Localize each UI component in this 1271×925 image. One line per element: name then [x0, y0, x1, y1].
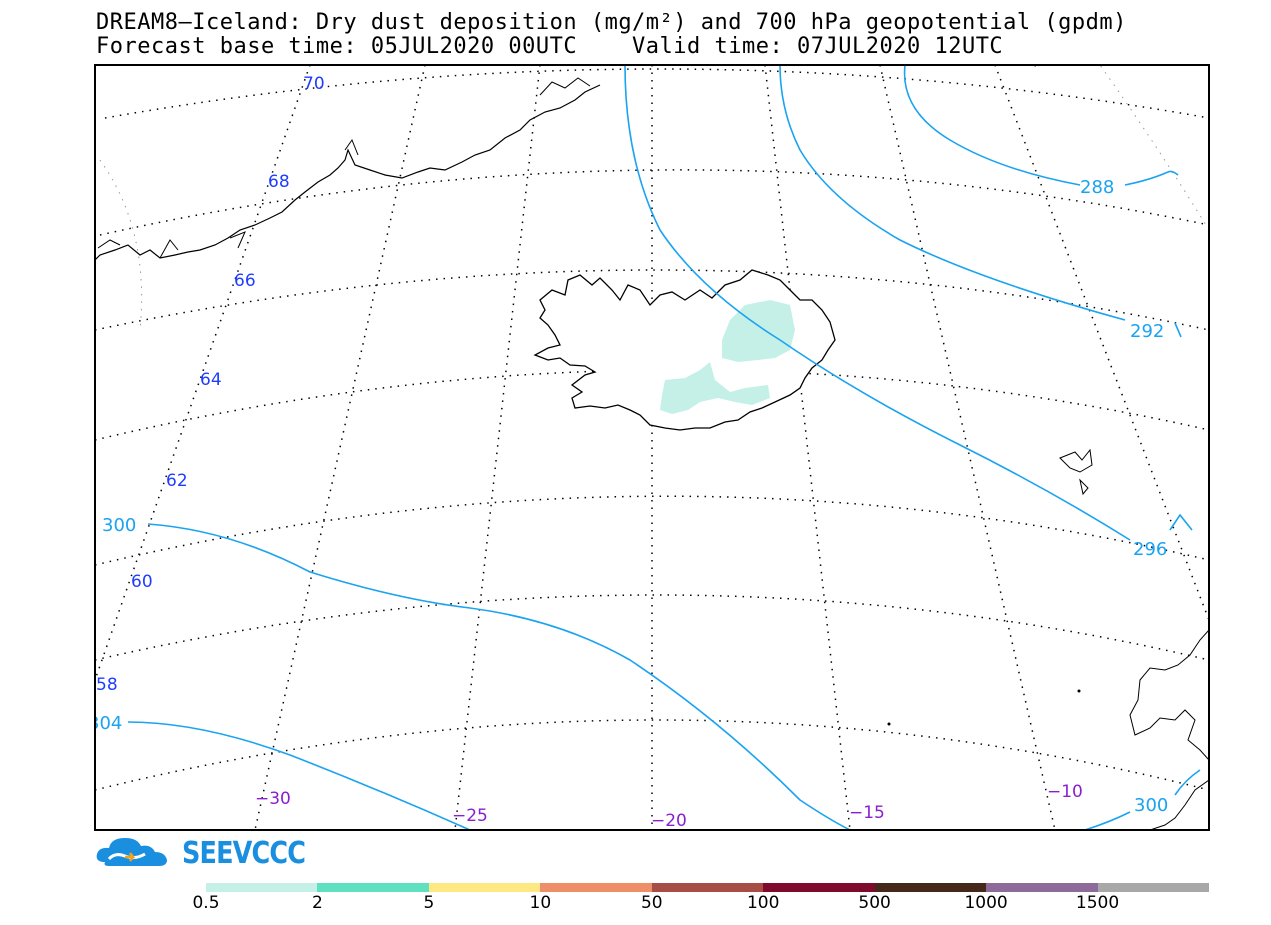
longitude-label: −25 [452, 806, 488, 826]
island-dot [887, 722, 891, 726]
map-subtitle: Forecast base time: 05JUL2020 00UTC Vali… [96, 34, 1004, 59]
colorbar-segment [540, 883, 652, 892]
colorbar-segment [651, 883, 764, 892]
latitude-label: 66 [234, 271, 256, 291]
colorbar [206, 883, 1209, 892]
contour-label: 300 [1134, 795, 1168, 816]
cloud-icon [96, 838, 167, 866]
contour-300-east [1084, 769, 1201, 830]
contour-label: 288 [1080, 177, 1114, 198]
longitude-label: −10 [1047, 782, 1083, 802]
dust-deposition-area [660, 362, 770, 414]
longitude-label: −15 [849, 803, 885, 823]
scotland-coastline [1149, 779, 1209, 830]
island-dot [1077, 689, 1081, 693]
colorbar-label: 10 [529, 893, 552, 913]
longitude-gridlines [95, 65, 1209, 830]
greenland-fjords [97, 77, 591, 259]
greenland-coastline [95, 84, 601, 261]
colorbar-label: 100 [746, 893, 780, 913]
dust-deposition-area [722, 300, 795, 362]
colorbar-label: 0.5 [192, 893, 220, 913]
geopotential-contours [127, 65, 1201, 830]
latitude-label: 60 [131, 572, 153, 592]
latitude-label: 70 [303, 74, 325, 94]
map-frame [94, 64, 1210, 831]
seevccc-logo-text: SEEVCCC [182, 836, 306, 871]
colorbar-segment [206, 883, 318, 892]
latitude-label: 64 [200, 370, 222, 390]
colorbar-label: 500 [858, 893, 891, 913]
colorbar-segment [874, 883, 987, 892]
contour-label: 304 [88, 713, 122, 734]
scotland-coastline [1129, 629, 1209, 761]
contour-label: 300 [102, 515, 136, 536]
colorbar-label: 50 [640, 893, 663, 913]
latitude-gridlines [95, 65, 1209, 791]
latitude-label: 62 [166, 471, 188, 491]
colorbar-segment [986, 883, 1098, 892]
contour-288 [903, 65, 1179, 186]
latitude-gridlines-outer [99, 65, 1209, 331]
contour-304 [127, 721, 471, 830]
contour-296 [624, 65, 1193, 541]
colorbar-segment [317, 883, 429, 892]
contour-label: 296 [1133, 539, 1167, 560]
latitude-label: 58 [96, 675, 118, 695]
longitude-label: −20 [651, 811, 687, 831]
contour-label: 292 [1130, 321, 1164, 342]
colorbar-segment [428, 883, 541, 892]
colorbar-label: 1500 [1075, 893, 1120, 913]
colorbar-segment [763, 883, 875, 892]
colorbar-label: 5 [423, 893, 435, 913]
colorbar-label: 1000 [964, 893, 1008, 913]
seevccc-logo [96, 838, 167, 866]
map-title: DREAM8–Iceland: Dry dust deposition (mg/… [96, 10, 1127, 35]
latitude-label: 68 [268, 172, 290, 192]
contour-292 [779, 65, 1182, 338]
faroe-islands [1059, 448, 1093, 496]
contour-300-west [147, 523, 851, 830]
colorbar-segment [1097, 883, 1209, 892]
colorbar-label: 2 [312, 893, 323, 913]
longitude-label: −30 [255, 789, 291, 809]
